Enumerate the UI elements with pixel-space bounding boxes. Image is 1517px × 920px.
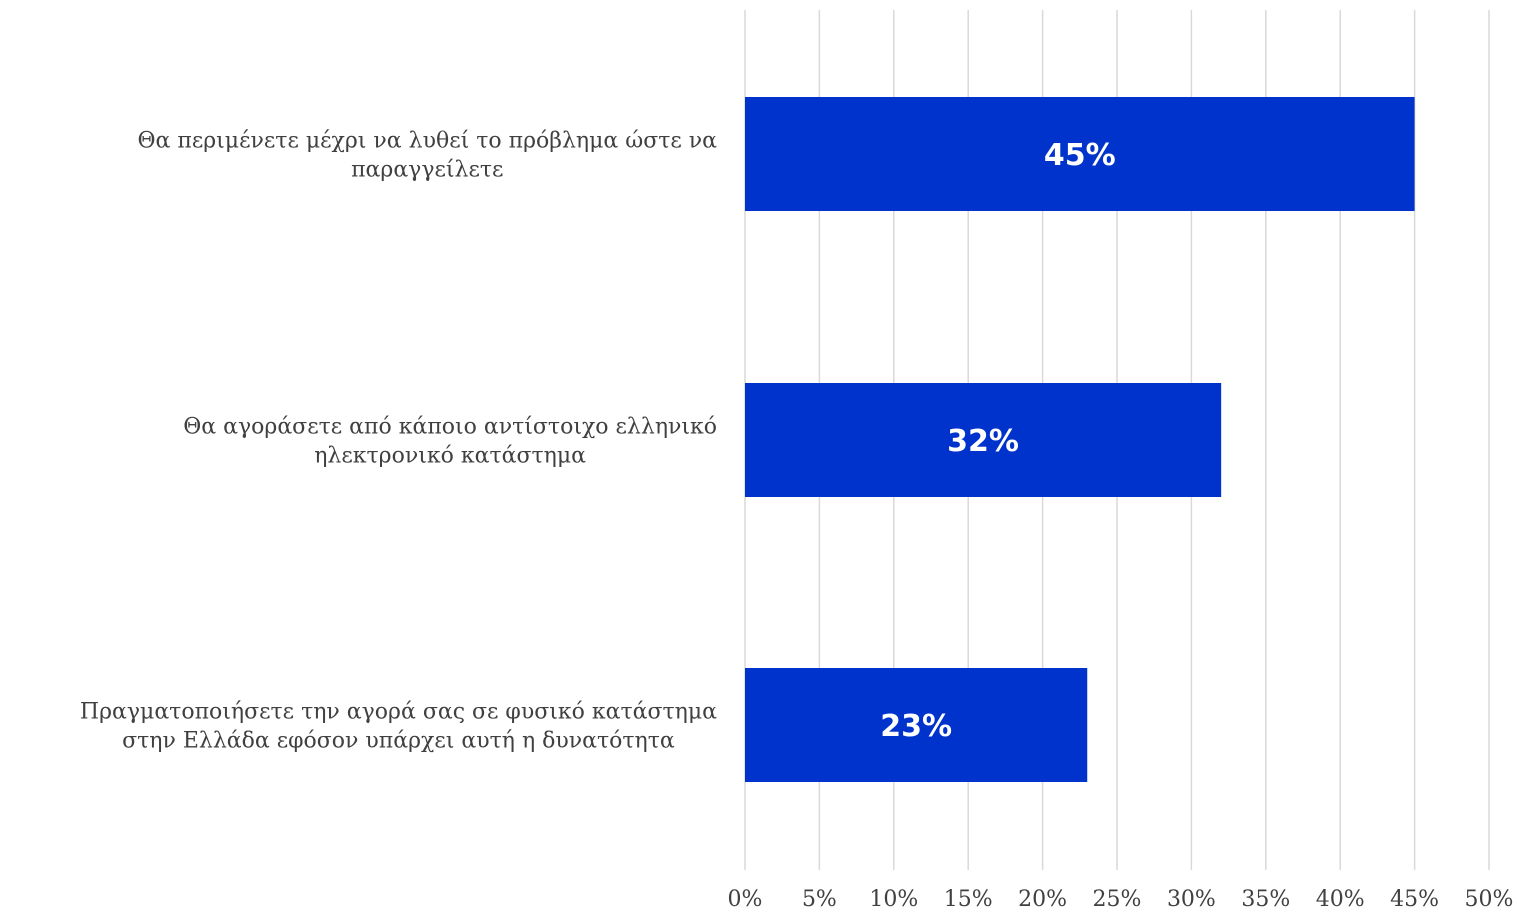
x-tick-label: 10% <box>869 887 918 912</box>
x-tick-label: 40% <box>1316 887 1365 912</box>
x-tick-label: 20% <box>1018 887 1067 912</box>
x-tick-label: 50% <box>1465 887 1514 912</box>
bar-data-label: 32% <box>947 424 1019 459</box>
x-tick-label: 45% <box>1390 887 1439 912</box>
x-tick-label: 15% <box>944 887 993 912</box>
x-tick-label: 25% <box>1093 887 1142 912</box>
bar-data-label: 23% <box>880 709 952 744</box>
x-tick-label: 0% <box>728 887 763 912</box>
x-tick-label: 35% <box>1241 887 1290 912</box>
x-tick-label: 5% <box>802 887 837 912</box>
bars: 45% 32% 23% <box>745 97 1415 782</box>
bar <box>745 668 1088 782</box>
bar-data-label: 45% <box>1044 138 1116 173</box>
category-label: Θα αγοράσετε από κάποιο αντίστοιχο ελλην… <box>183 415 717 469</box>
category-label: Θα περιμένετε μέχρι να λυθεί το πρόβλημα… <box>138 129 718 183</box>
bar <box>745 97 1415 211</box>
x-axis-tick-labels: 0% 5% 10% 15% 20% 25% 30% 35% 40% 45% 50% <box>728 887 1514 912</box>
category-labels: Θα περιμένετε μέχρι να λυθεί το πρόβλημα… <box>80 129 717 754</box>
x-tick-label: 30% <box>1167 887 1216 912</box>
bar <box>745 383 1222 497</box>
category-label: Πραγματοποιήσετε την αγορά σας σε φυσικό… <box>80 700 717 754</box>
